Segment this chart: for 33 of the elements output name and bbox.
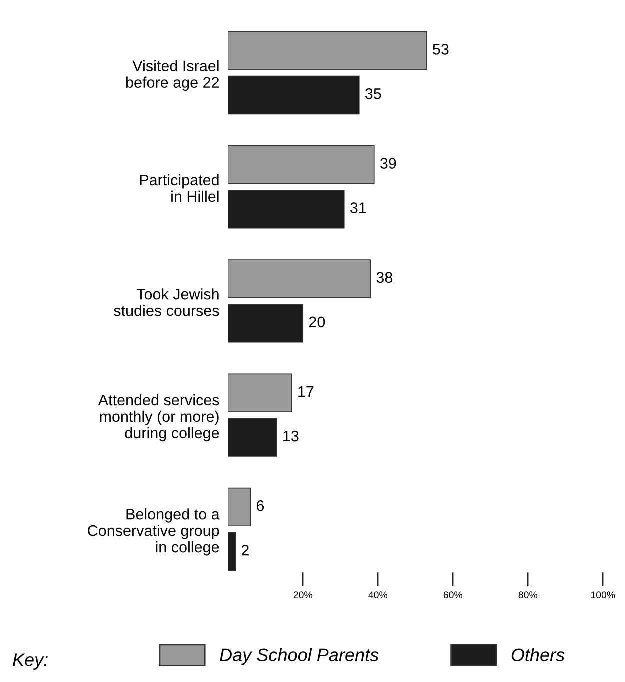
legend-label: Others (512, 648, 565, 662)
x-tick-label: 40% (368, 592, 388, 599)
x-tick-label: 80% (518, 592, 538, 599)
data-label: 53 (433, 44, 449, 55)
bar (228, 488, 252, 527)
data-label: 2 (242, 544, 249, 556)
bar (228, 418, 278, 457)
data-label: 20 (309, 316, 326, 328)
bar (228, 190, 345, 229)
y-tick-label: Visited Israel before age 22 (126, 60, 220, 92)
data-label: 6 (256, 500, 264, 512)
bar (228, 304, 304, 343)
y-tick-label: Participated in Hillel (140, 174, 219, 202)
data-label: 38 (376, 272, 393, 284)
legend-label: Day School Parents (220, 648, 379, 666)
y-tick-label: Took Jewish studies courses (114, 288, 220, 316)
legend-title: Key: (13, 654, 48, 670)
bar (228, 374, 292, 412)
bar (228, 76, 360, 115)
x-tick-label: 20% (294, 592, 313, 599)
bar (228, 260, 372, 298)
x-tick-label: 100% (591, 592, 616, 599)
y-tick-label: Attended services monthly (or more) during college (98, 394, 220, 442)
data-label: 39 (380, 158, 396, 169)
data-label: 31 (350, 202, 366, 214)
y-tick-label: Belonged to a Conservative group in college (88, 508, 220, 556)
data-label: 17 (298, 386, 314, 398)
x-tick-label: 60% (444, 592, 463, 599)
bar (228, 31, 428, 70)
data-label: 13 (284, 430, 299, 442)
data-label: 35 (366, 88, 382, 100)
bar (228, 532, 236, 572)
bar (228, 146, 375, 184)
